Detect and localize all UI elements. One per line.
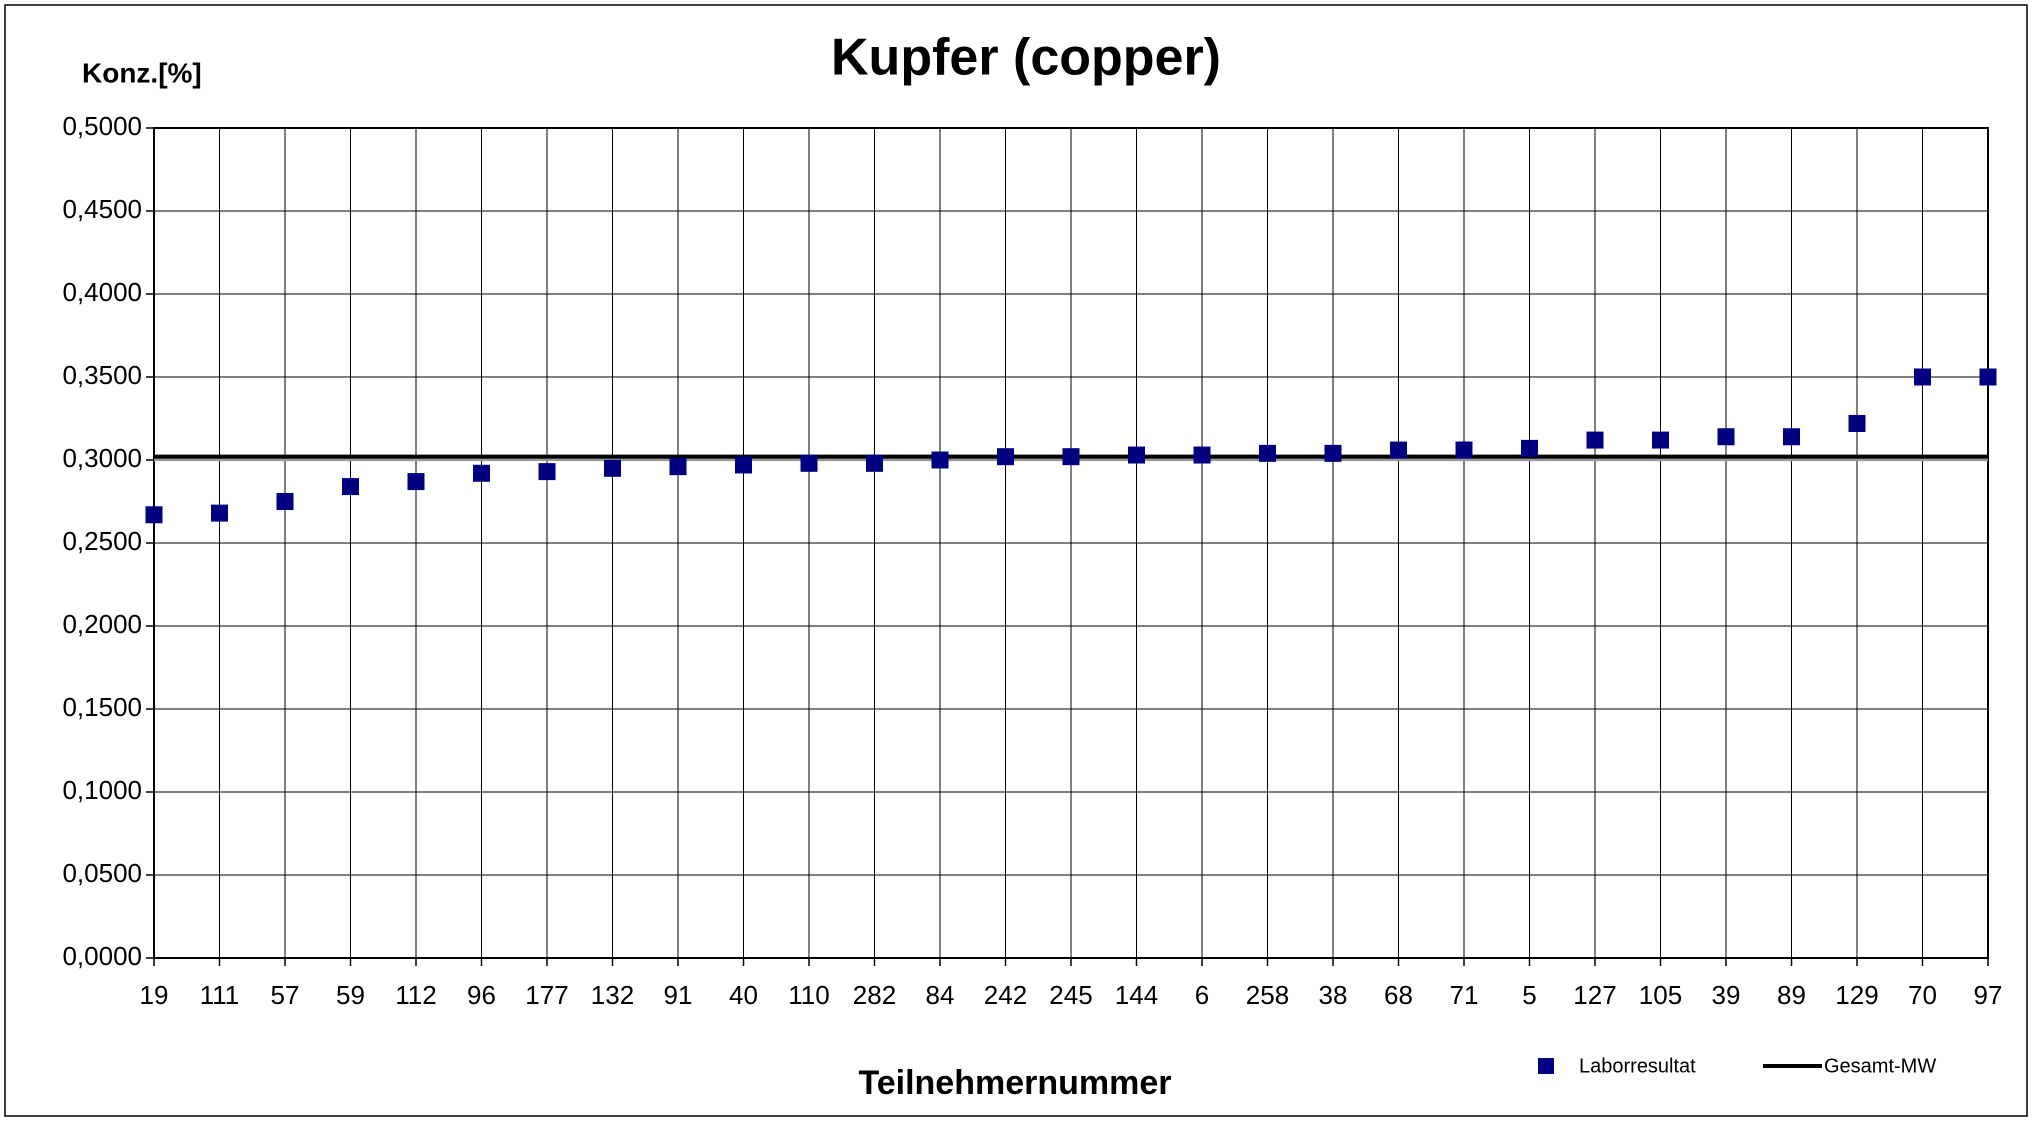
x-tick-label: 282 (853, 980, 896, 1010)
chart-border (4, 4, 2028, 1117)
x-tick-label: 105 (1639, 980, 1682, 1010)
data-point (1848, 414, 1866, 432)
x-tick-label: 6 (1195, 980, 1209, 1010)
data-point (342, 478, 359, 496)
data-point (407, 473, 425, 491)
x-tick-label: 59 (336, 980, 365, 1010)
x-tick-label: 110 (788, 980, 829, 1010)
data-point (1586, 431, 1604, 449)
data-point (1193, 446, 1211, 464)
data-point (669, 458, 687, 476)
x-tick-label: 144 (1115, 980, 1158, 1010)
data-point (1324, 444, 1342, 462)
y-tick-label: 0,0500 (62, 858, 142, 888)
data-point (1128, 446, 1145, 464)
y-tick-label: 0,4000 (62, 277, 142, 307)
x-tick-label: 70 (1908, 980, 1937, 1010)
data-point (473, 464, 490, 482)
data-point (800, 454, 818, 472)
x-tick-label: 91 (664, 980, 693, 1010)
y-tick-label: 0,3000 (62, 443, 142, 473)
data-point (1062, 448, 1080, 466)
x-tick-label: 245 (1049, 980, 1092, 1010)
data-point (145, 506, 163, 524)
legend-label: Gesamt-MW (1824, 1055, 1936, 1077)
y-axis-label: Konz.[%] (82, 57, 202, 88)
data-point (1259, 444, 1276, 462)
data-point (1914, 368, 1931, 386)
data-point (997, 448, 1014, 466)
x-tick-label: 177 (525, 980, 568, 1010)
x-tick-label: 57 (271, 980, 300, 1010)
x-axis-label: Teilnehmernummer (858, 1064, 1171, 1102)
x-tick-label: 68 (1384, 980, 1413, 1010)
data-point (1783, 428, 1800, 446)
y-tick-label: 0,1000 (62, 775, 142, 805)
x-tick-label: 127 (1573, 980, 1616, 1010)
data-point (276, 493, 294, 510)
x-tick-label: 132 (591, 980, 634, 1010)
x-tick-label: 97 (1974, 980, 2003, 1010)
x-tick-label: 19 (140, 980, 169, 1010)
data-point (1521, 439, 1538, 457)
x-tick-label: 40 (729, 980, 758, 1010)
data-point (1717, 428, 1735, 446)
legend-label: Laborresultat (1579, 1055, 1696, 1077)
legend-marker (1538, 1058, 1554, 1074)
y-tick-label: 0,2500 (62, 526, 142, 556)
x-tick-label: 84 (926, 980, 955, 1010)
data-point (1979, 368, 1997, 386)
y-tick-label: 0,0000 (62, 941, 142, 971)
x-tick-label: 39 (1712, 980, 1741, 1010)
y-tick-label: 0,2000 (62, 609, 142, 639)
x-tick-label: 242 (984, 980, 1027, 1010)
x-tick-label: 71 (1450, 980, 1479, 1010)
data-point (1390, 441, 1407, 459)
y-tick-label: 0,3500 (62, 360, 142, 390)
y-tick-label: 0,5000 (62, 111, 142, 141)
data-point (931, 451, 949, 469)
data-point (735, 456, 752, 474)
x-tick-label: 89 (1777, 980, 1806, 1010)
x-tick-label: 111 (200, 980, 240, 1010)
data-point (1652, 431, 1669, 449)
y-tick-label: 0,1500 (62, 692, 142, 722)
data-point (538, 463, 556, 481)
x-tick-label: 38 (1319, 980, 1348, 1010)
plot-frame (153, 127, 1989, 959)
x-tick-label: 129 (1835, 980, 1878, 1010)
data-point (604, 459, 621, 477)
data-point (866, 454, 883, 472)
y-tick-label: 0,4500 (62, 194, 142, 224)
chart-title: Kupfer (copper) (831, 29, 1221, 87)
data-point (211, 504, 228, 522)
x-tick-label: 96 (467, 980, 496, 1010)
data-point (1455, 441, 1473, 459)
x-tick-label: 112 (395, 980, 436, 1010)
x-tick-label: 5 (1522, 980, 1536, 1010)
x-tick-label: 258 (1246, 980, 1289, 1010)
